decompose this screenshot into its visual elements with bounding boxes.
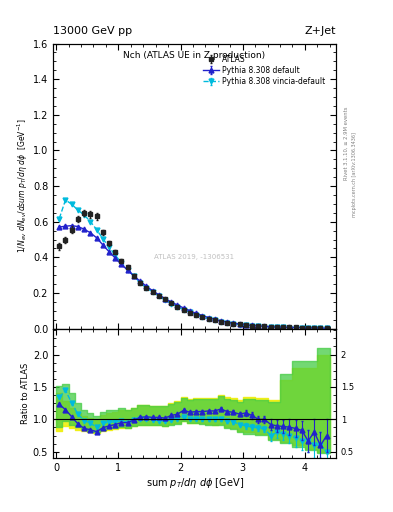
Text: ATLAS 2019, -1306531: ATLAS 2019, -1306531 bbox=[154, 254, 235, 261]
Legend: ATLAS, Pythia 8.308 default, Pythia 8.308 vincia-default: ATLAS, Pythia 8.308 default, Pythia 8.30… bbox=[202, 53, 327, 88]
Text: 13000 GeV pp: 13000 GeV pp bbox=[53, 27, 132, 36]
Y-axis label: Ratio to ATLAS: Ratio to ATLAS bbox=[21, 363, 30, 424]
Text: Rivet 3.1.10, ≥ 2.9M events: Rivet 3.1.10, ≥ 2.9M events bbox=[344, 106, 349, 180]
Text: mcplots.cern.ch [arXiv:1306.3436]: mcplots.cern.ch [arXiv:1306.3436] bbox=[352, 132, 357, 217]
Y-axis label: $1/N_{ev}$ $dN_{ev}/dsum$ $p_T/d\eta$ $d\phi$  [GeV$^{-1}$]: $1/N_{ev}$ $dN_{ev}/dsum$ $p_T/d\eta$ $d… bbox=[16, 119, 30, 253]
Text: Z+Jet: Z+Jet bbox=[305, 27, 336, 36]
Text: Nch (ATLAS UE in Z production): Nch (ATLAS UE in Z production) bbox=[123, 51, 266, 59]
X-axis label: sum $p_T/d\eta$ $d\phi$ [GeV]: sum $p_T/d\eta$ $d\phi$ [GeV] bbox=[145, 476, 244, 490]
